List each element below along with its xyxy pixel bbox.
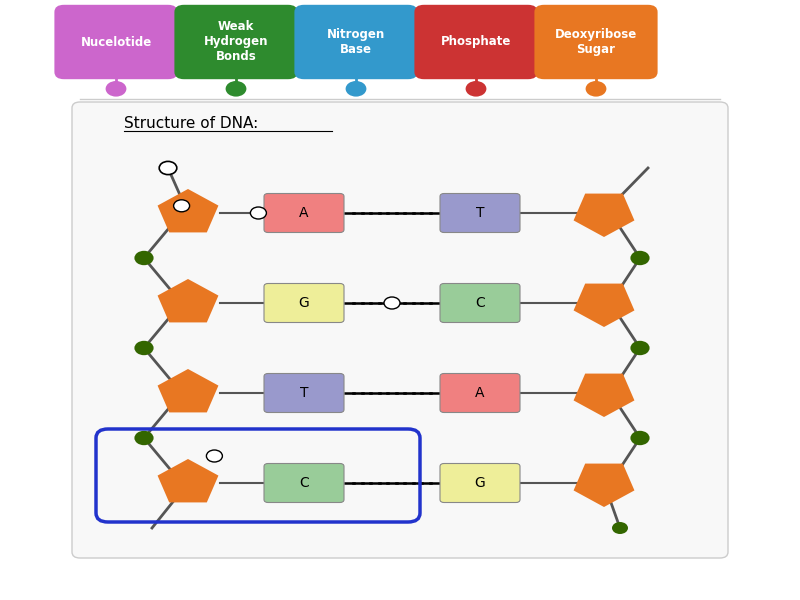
Circle shape xyxy=(134,431,154,445)
Circle shape xyxy=(466,81,486,97)
Circle shape xyxy=(174,200,190,212)
Circle shape xyxy=(106,81,126,97)
FancyBboxPatch shape xyxy=(294,5,418,79)
FancyBboxPatch shape xyxy=(54,5,178,79)
Polygon shape xyxy=(158,189,218,232)
FancyBboxPatch shape xyxy=(440,463,520,503)
Circle shape xyxy=(586,81,606,97)
Circle shape xyxy=(346,81,366,97)
Circle shape xyxy=(630,431,650,445)
Polygon shape xyxy=(158,369,218,412)
Text: G: G xyxy=(298,296,310,310)
FancyBboxPatch shape xyxy=(264,373,344,413)
Text: Nucelotide: Nucelotide xyxy=(80,35,152,49)
Polygon shape xyxy=(574,464,634,507)
Polygon shape xyxy=(158,279,218,322)
FancyBboxPatch shape xyxy=(264,463,344,503)
Text: G: G xyxy=(474,476,486,490)
Polygon shape xyxy=(574,194,634,237)
Text: C: C xyxy=(475,296,485,310)
Text: T: T xyxy=(300,386,308,400)
FancyBboxPatch shape xyxy=(264,283,344,323)
Text: Structure of DNA:: Structure of DNA: xyxy=(124,115,258,130)
Text: A: A xyxy=(299,206,309,220)
Text: T: T xyxy=(476,206,484,220)
Circle shape xyxy=(612,522,628,534)
Circle shape xyxy=(134,251,154,265)
FancyBboxPatch shape xyxy=(264,193,344,232)
Circle shape xyxy=(384,297,400,309)
Circle shape xyxy=(206,450,222,462)
FancyBboxPatch shape xyxy=(72,102,728,558)
Text: C: C xyxy=(299,476,309,490)
FancyBboxPatch shape xyxy=(534,5,658,79)
FancyBboxPatch shape xyxy=(440,283,520,323)
Circle shape xyxy=(159,161,177,175)
Circle shape xyxy=(630,341,650,355)
Text: Phosphate: Phosphate xyxy=(441,35,511,49)
Text: Weak
Hydrogen
Bonds: Weak Hydrogen Bonds xyxy=(204,20,268,64)
Circle shape xyxy=(226,81,246,97)
FancyBboxPatch shape xyxy=(414,5,538,79)
Text: Nitrogen
Base: Nitrogen Base xyxy=(327,28,385,56)
Circle shape xyxy=(250,207,266,219)
Circle shape xyxy=(134,341,154,355)
Polygon shape xyxy=(158,459,218,502)
FancyBboxPatch shape xyxy=(440,193,520,232)
Polygon shape xyxy=(574,374,634,417)
Circle shape xyxy=(630,251,650,265)
FancyBboxPatch shape xyxy=(174,5,298,79)
Text: A: A xyxy=(475,386,485,400)
FancyBboxPatch shape xyxy=(440,373,520,413)
Text: Deoxyribose
Sugar: Deoxyribose Sugar xyxy=(555,28,637,56)
Polygon shape xyxy=(574,284,634,327)
